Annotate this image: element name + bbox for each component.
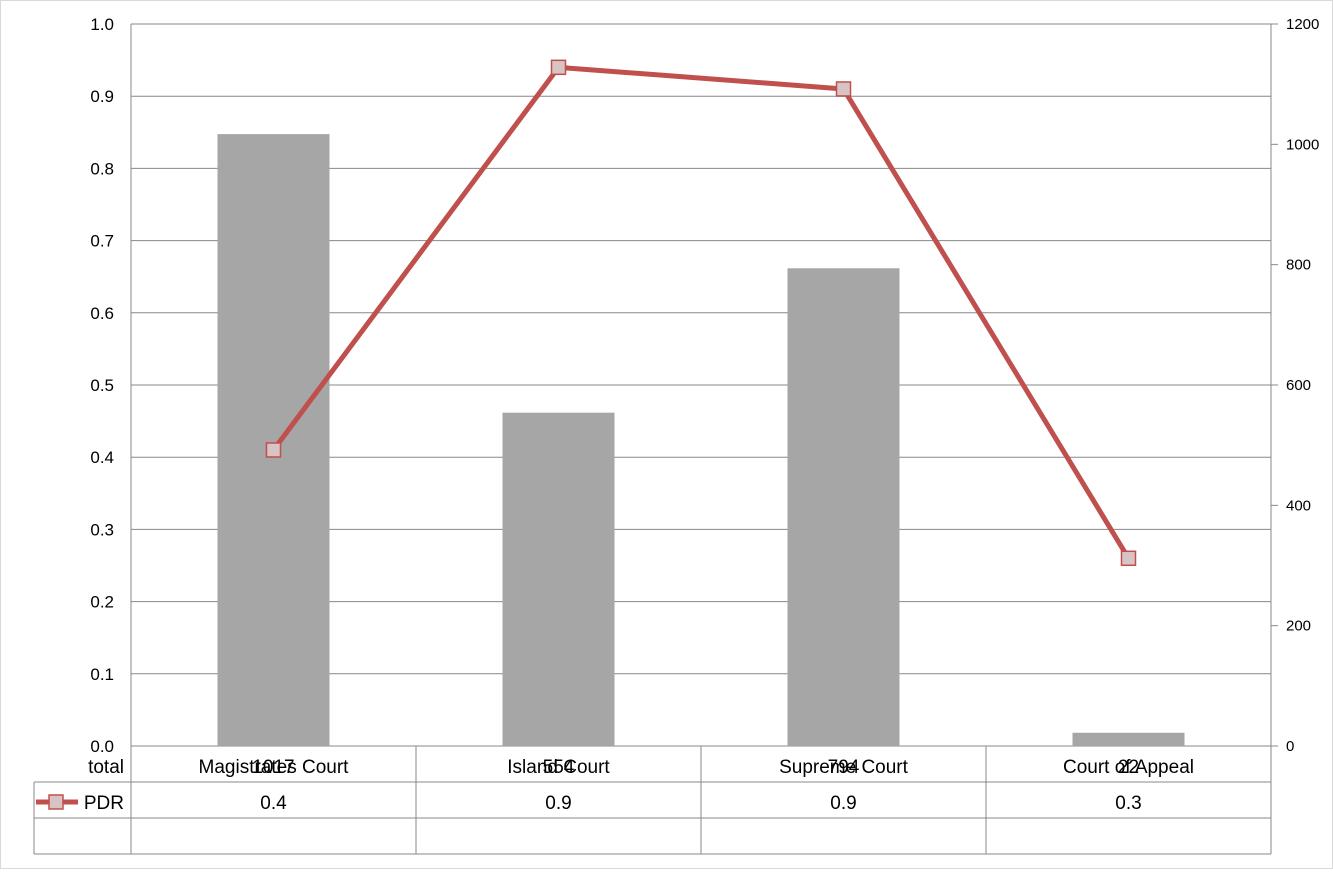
- table-cell-total: 794: [828, 757, 860, 778]
- table-cell-total: 554: [543, 757, 575, 778]
- left-tick-label: 0.4: [90, 448, 114, 467]
- right-tick-label: 1000: [1286, 136, 1319, 153]
- left-tick-label: 0.9: [90, 87, 114, 106]
- right-tick-label: 200: [1286, 618, 1311, 635]
- left-tick-label: 0.3: [90, 520, 114, 539]
- table-cell-pdr: 0.9: [545, 793, 571, 814]
- left-tick-label: 0.5: [90, 376, 114, 395]
- bar-2: [502, 412, 615, 746]
- right-tick-label: 1200: [1286, 16, 1319, 33]
- table-cell-pdr: 0.9: [830, 793, 856, 814]
- left-tick-label: 0.1: [90, 665, 114, 684]
- right-tick-label: 600: [1286, 377, 1311, 394]
- legend-marker-key: [48, 794, 64, 810]
- pdr-marker-3: [835, 81, 852, 97]
- bar-3: [787, 268, 900, 746]
- category-label: Court of Appeal: [1063, 757, 1194, 778]
- bar-4: [1072, 732, 1185, 746]
- bar-1: [217, 134, 330, 747]
- table-cell-pdr: 0.3: [1115, 793, 1141, 814]
- left-tick-label: 0.2: [90, 593, 114, 612]
- left-tick-label: 1.0: [90, 15, 114, 34]
- category-label: Magistrates Court: [199, 757, 350, 778]
- pdr-line: [271, 64, 1131, 560]
- left-tick-label: 0.0: [90, 737, 114, 756]
- pdr-marker-2: [550, 59, 567, 76]
- table-cell-total: 1017: [252, 757, 294, 778]
- left-tick-label: 0.8: [90, 159, 114, 178]
- pdr-marker-1: [265, 442, 282, 458]
- table-cell-pdr: 0.4: [260, 793, 287, 814]
- left-tick-label: 0.7: [90, 232, 114, 251]
- right-tick-label: 400: [1286, 497, 1311, 514]
- right-tick-label: 0: [1286, 738, 1294, 755]
- left-tick-label: 0.6: [90, 304, 114, 323]
- category-label: Island Court: [507, 757, 610, 778]
- table-row-label-pdr: PDR: [84, 793, 124, 814]
- table-row-label-total: total: [88, 757, 124, 778]
- pdr-marker-4: [1120, 550, 1137, 567]
- right-tick-label: 800: [1286, 257, 1311, 274]
- table-cell-total: 22: [1118, 757, 1139, 778]
- category-label: Supreme Court: [779, 757, 909, 778]
